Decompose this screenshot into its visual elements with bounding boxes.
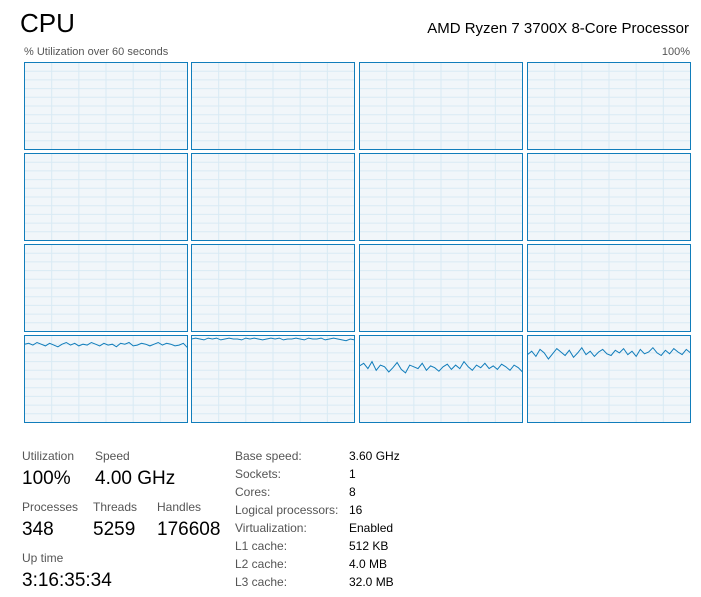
stat-value: 4.00 GHz bbox=[95, 468, 176, 489]
detail-label: Cores: bbox=[235, 485, 271, 499]
graph-max: 100% bbox=[661, 46, 690, 58]
stat-value: 100% bbox=[22, 468, 71, 489]
detail-label: L1 cache: bbox=[235, 539, 288, 553]
detail-value: 4.0 MB bbox=[349, 557, 388, 571]
stat-label: Speed bbox=[95, 449, 130, 463]
stat-label: Up time bbox=[22, 551, 64, 565]
stat-value: 176608 bbox=[157, 519, 221, 540]
stat-value: 3:16:35:34 bbox=[22, 570, 112, 591]
detail-label: Virtualization: bbox=[235, 521, 307, 535]
graph-border bbox=[527, 244, 691, 332]
graph-border bbox=[359, 335, 523, 423]
graph-label: % Utilization over 60 seconds bbox=[24, 46, 169, 58]
detail-label: Sockets: bbox=[235, 467, 282, 481]
graph-border bbox=[527, 335, 691, 423]
stat-label: Utilization bbox=[22, 449, 75, 463]
graphs bbox=[24, 62, 691, 423]
graph-border bbox=[191, 244, 355, 332]
detail-value: 512 KB bbox=[349, 539, 389, 553]
detail-value: Enabled bbox=[349, 521, 394, 535]
utilization-line bbox=[359, 360, 523, 374]
graph-border bbox=[527, 62, 691, 150]
detail-label: L3 cache: bbox=[235, 575, 288, 589]
stat-label: Threads bbox=[93, 500, 138, 514]
graph-border bbox=[24, 62, 188, 150]
detail-value: 8 bbox=[349, 485, 356, 499]
graph-border bbox=[191, 153, 355, 241]
utilization-line bbox=[24, 341, 188, 349]
graph-border bbox=[24, 244, 188, 332]
graph-border bbox=[359, 244, 523, 332]
processor-name: AMD Ryzen 7 3700X 8-Core Processor bbox=[427, 20, 689, 37]
graph-border bbox=[191, 335, 355, 423]
graph-border bbox=[359, 153, 523, 241]
utilization-line bbox=[527, 346, 691, 360]
graph-border bbox=[191, 62, 355, 150]
graph-border bbox=[24, 335, 188, 423]
graph-border bbox=[527, 153, 691, 241]
stat-label: Processes bbox=[22, 500, 79, 514]
graph-border bbox=[359, 62, 523, 150]
stat-value: 5259 bbox=[93, 519, 136, 540]
stat-label: Handles bbox=[157, 500, 202, 514]
graph-border bbox=[24, 153, 188, 241]
detail-value: 16 bbox=[349, 503, 363, 517]
stat-value: 348 bbox=[22, 519, 54, 540]
detail-value: 32.0 MB bbox=[349, 575, 394, 589]
detail-label: Logical processors: bbox=[235, 503, 339, 517]
detail-value: 1 bbox=[349, 467, 356, 481]
title: CPU bbox=[20, 8, 75, 38]
detail-value: 3.60 GHz bbox=[349, 449, 400, 463]
detail-label: Base speed: bbox=[235, 449, 302, 463]
utilization-line bbox=[191, 337, 355, 342]
detail-label: L2 cache: bbox=[235, 557, 288, 571]
